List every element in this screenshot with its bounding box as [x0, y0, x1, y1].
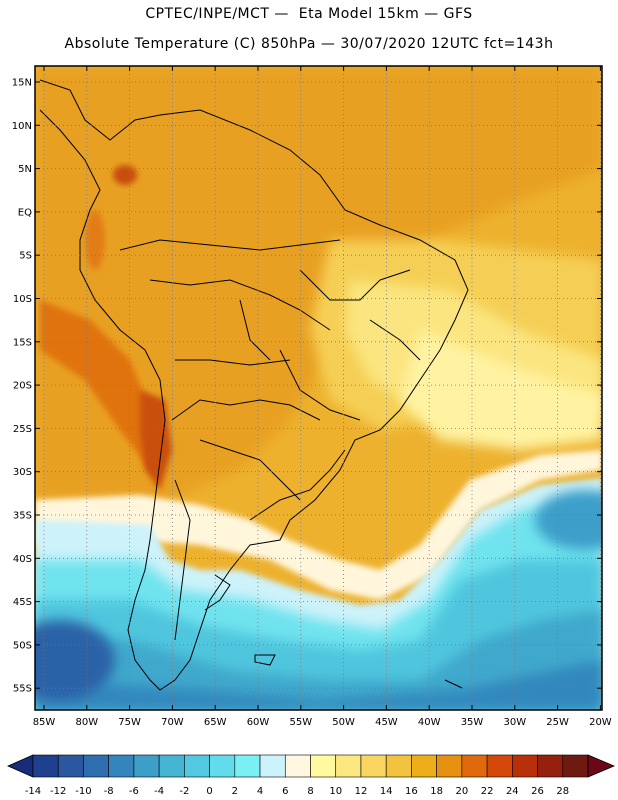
- lon-label: 20W: [589, 717, 612, 728]
- colorbar-swatch: [436, 754, 463, 778]
- colorbar-tick-label: 28: [556, 786, 569, 797]
- colorbar-swatch: [562, 754, 589, 778]
- colorbar-swatch: [158, 754, 185, 778]
- colorbar-tick-label: -4: [154, 786, 164, 797]
- colorbar-tick-label: -12: [50, 786, 66, 797]
- longitude-labels: 85W 80W 75W 70W 65W 60W 55W 50W 45W 40W 35W 30W 25W 2…: [33, 717, 612, 728]
- lat-label: 5N: [18, 164, 32, 175]
- axis-ticks: [35, 66, 602, 710]
- lon-label: 35W: [461, 717, 484, 728]
- lon-label: 60W: [247, 717, 270, 728]
- colorbar: -14 -12 -10 -8 -6 -4 -2 0 2 4 6 8 10 12 14 16 18 20 22 24 26…: [7, 754, 616, 797]
- colorbar-tick-label: -6: [129, 786, 139, 797]
- lat-label: 40S: [13, 554, 32, 565]
- colorbar-swatch: [32, 754, 59, 778]
- colorbar-tick-label: 16: [405, 786, 418, 797]
- colorbar-swatch: [385, 754, 412, 778]
- colorbar-tick-label: 26: [531, 786, 544, 797]
- lat-label: 20S: [13, 381, 32, 392]
- colorbar-swatch: [234, 754, 261, 778]
- colorbar-tick-label: 6: [282, 786, 288, 797]
- colorbar-tick-label: 4: [257, 786, 263, 797]
- colorbar-tick-label: -8: [104, 786, 114, 797]
- lat-label: 55S: [13, 684, 32, 695]
- coastlines: [39, 79, 469, 691]
- lat-label: 30S: [13, 467, 32, 478]
- colorbar-swatch: [461, 754, 488, 778]
- lon-label: 65W: [204, 717, 227, 728]
- latitude-labels: 15N 10N 5N EQ 5S 10S 15S 20S 25S 30S 35S 40S 45S 50S 5…: [12, 78, 32, 695]
- lon-label: 80W: [75, 717, 98, 728]
- colorbar-swatch: [486, 754, 513, 778]
- lon-label: 50W: [332, 717, 355, 728]
- colorbar-swatch: [537, 754, 564, 778]
- lon-label: 70W: [161, 717, 184, 728]
- colorbar-tick-label: -2: [179, 786, 189, 797]
- map-title: CPTEC/INPE/MCT — Eta Model 15km — GFS: [145, 6, 473, 22]
- lat-label: 5S: [19, 251, 32, 262]
- lon-label: 40W: [418, 717, 441, 728]
- colorbar-swatch: [512, 754, 538, 778]
- colorbar-tick-label: -14: [25, 786, 41, 797]
- colorbar-tick-label: 14: [380, 786, 393, 797]
- lon-label: 55W: [289, 717, 312, 728]
- temperature-field: [35, 66, 602, 710]
- colorbar-tick-label: 0: [206, 786, 212, 797]
- lat-label: 35S: [13, 511, 32, 522]
- colorbar-swatch: [259, 754, 286, 778]
- lon-label: 30W: [503, 717, 526, 728]
- lat-label: EQ: [18, 207, 32, 218]
- colorbar-tick-label: -10: [75, 786, 91, 797]
- lat-label: 25S: [13, 424, 32, 435]
- lat-label: 10S: [13, 294, 32, 305]
- map-frame: [34, 65, 603, 711]
- colorbar-swatch: [209, 754, 236, 778]
- colorbar-tick-label: 18: [430, 786, 443, 797]
- colorbar-swatch: [184, 754, 210, 778]
- colorbar-tick-label: 24: [506, 786, 519, 797]
- colorbar-swatch: [57, 754, 84, 778]
- colorbar-right-arrow: [587, 754, 616, 778]
- lat-label: 45S: [13, 597, 32, 608]
- lon-label: 45W: [375, 717, 398, 728]
- colorbar-left-arrow: [7, 754, 34, 778]
- lat-label: 15N: [12, 78, 32, 89]
- colorbar-swatch: [310, 754, 337, 778]
- colorbar-swatch: [411, 754, 437, 778]
- lat-label: 15S: [13, 337, 32, 348]
- lon-label: 85W: [33, 717, 56, 728]
- colorbar-swatch: [133, 754, 160, 778]
- colorbar-swatch: [83, 754, 109, 778]
- colorbar-tick-label: 20: [455, 786, 468, 797]
- colorbar-swatch: [335, 754, 362, 778]
- lat-label: 50S: [13, 640, 32, 651]
- colorbar-tick-label: 8: [307, 786, 313, 797]
- grid-lines: [35, 66, 602, 710]
- colorbar-swatch: [108, 754, 135, 778]
- colorbar-tick-label: 10: [329, 786, 342, 797]
- lon-label: 75W: [118, 717, 141, 728]
- lon-label: 25W: [546, 717, 569, 728]
- colorbar-tick-label: 12: [355, 786, 368, 797]
- colorbar-tick-label: 2: [232, 786, 238, 797]
- colorbar-swatch: [284, 754, 311, 778]
- map-subtitle: Absolute Temperature (C) 850hPa — 30/07/…: [64, 36, 554, 52]
- colorbar-tick-label: 22: [481, 786, 494, 797]
- colorbar-swatch: [360, 754, 387, 778]
- lat-label: 10N: [12, 121, 32, 132]
